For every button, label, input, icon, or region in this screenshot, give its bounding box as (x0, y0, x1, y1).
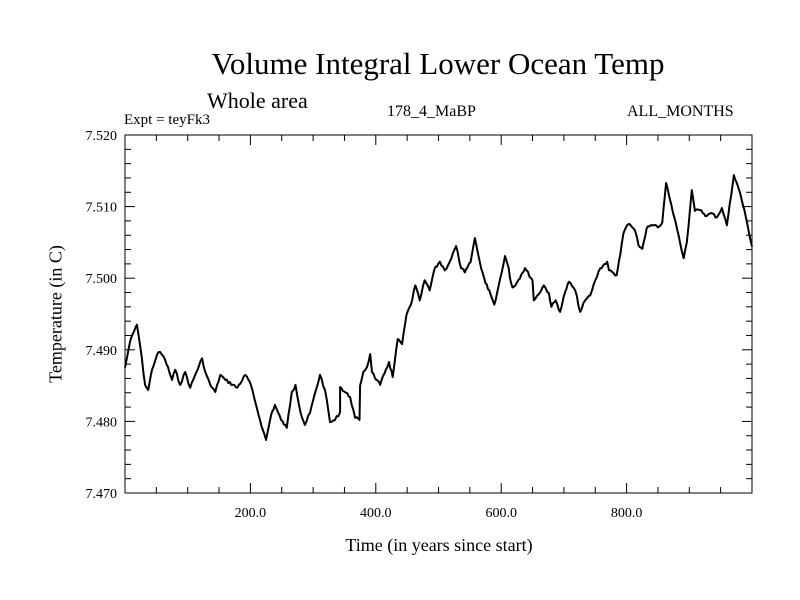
chart-title: Volume Integral Lower Ocean Temp (211, 46, 665, 81)
y-tick-label: 7.510 (86, 201, 118, 216)
y-tick-label: 7.480 (86, 415, 118, 430)
experiment-label: Expt = teyFk3 (124, 112, 210, 128)
y-tick-label: 7.500 (86, 272, 118, 287)
chart-subtitle: Whole area (207, 88, 308, 113)
months-label: ALL_MONTHS (627, 103, 734, 120)
y-tick-label: 7.470 (86, 487, 118, 502)
x-tick-label: 800.0 (611, 506, 643, 521)
x-axis-label: Time (in years since start) (345, 535, 533, 555)
run-label: 178_4_MaBP (387, 103, 476, 120)
x-tick-label: 400.0 (360, 506, 392, 521)
plot-frame (124, 134, 753, 494)
y-tick-label: 7.520 (86, 129, 118, 144)
x-tick-label: 600.0 (485, 506, 517, 521)
x-tick-label: 200.0 (235, 506, 267, 521)
y-tick-label: 7.490 (86, 344, 118, 359)
series-line (124, 174, 753, 441)
